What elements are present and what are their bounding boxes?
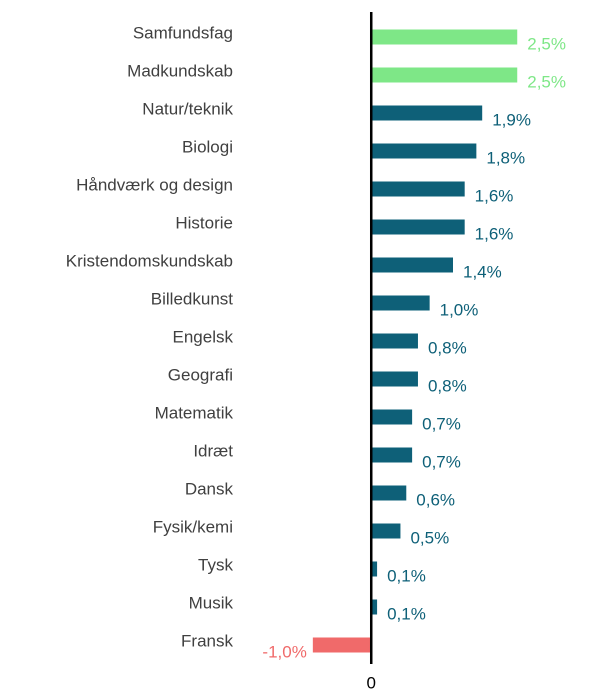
value-label: 0,6%	[416, 490, 455, 509]
bar	[371, 67, 518, 83]
category-label: Tysk	[198, 555, 233, 574]
value-label: 0,1%	[387, 604, 426, 623]
category-label: Håndværk og design	[76, 175, 233, 194]
category-label: Historie	[175, 213, 233, 232]
value-label: 1,6%	[475, 224, 514, 243]
value-label: 1,4%	[463, 262, 502, 281]
value-label: 0,8%	[428, 376, 467, 395]
value-label: 0,1%	[387, 566, 426, 585]
bar	[371, 105, 483, 121]
bar	[371, 257, 453, 273]
bar	[371, 485, 407, 501]
category-label: Kristendomskundskab	[66, 251, 233, 270]
category-label: Matematik	[155, 403, 234, 422]
value-label: 2,5%	[527, 34, 566, 53]
category-label: Engelsk	[173, 327, 234, 346]
value-label: 2,5%	[527, 72, 566, 91]
category-label: Samfundsfag	[133, 23, 233, 42]
category-label: Natur/teknik	[142, 99, 233, 118]
bar	[371, 333, 418, 349]
category-label: Geografi	[168, 365, 233, 384]
bar	[371, 181, 465, 197]
value-label: -1,0%	[262, 642, 306, 661]
bar	[371, 599, 378, 615]
value-label: 1,6%	[475, 186, 514, 205]
bar	[371, 295, 430, 311]
bar	[371, 143, 477, 159]
value-label: 0,8%	[428, 338, 467, 357]
bar	[371, 561, 378, 577]
bar	[371, 409, 413, 425]
category-label: Musik	[189, 593, 234, 612]
bar	[371, 371, 418, 387]
value-label: 1,0%	[440, 300, 479, 319]
category-label: Fransk	[181, 631, 233, 650]
category-label: Billedkunst	[151, 289, 233, 308]
value-label: 0,7%	[422, 414, 461, 433]
value-label: 1,9%	[492, 110, 531, 129]
bar	[312, 637, 372, 653]
value-label: 1,8%	[486, 148, 525, 167]
value-label: 0,5%	[410, 528, 449, 547]
value-label: 0,7%	[422, 452, 461, 471]
bar	[371, 219, 465, 235]
category-label: Idræt	[193, 441, 233, 460]
category-label: Dansk	[185, 479, 234, 498]
bar	[371, 523, 401, 539]
bar	[371, 29, 518, 45]
x-tick-label: 0	[367, 673, 376, 692]
category-label: Biologi	[182, 137, 233, 156]
category-label: Fysik/kemi	[153, 517, 233, 536]
category-label: Madkundskab	[127, 61, 233, 80]
bar	[371, 447, 413, 463]
